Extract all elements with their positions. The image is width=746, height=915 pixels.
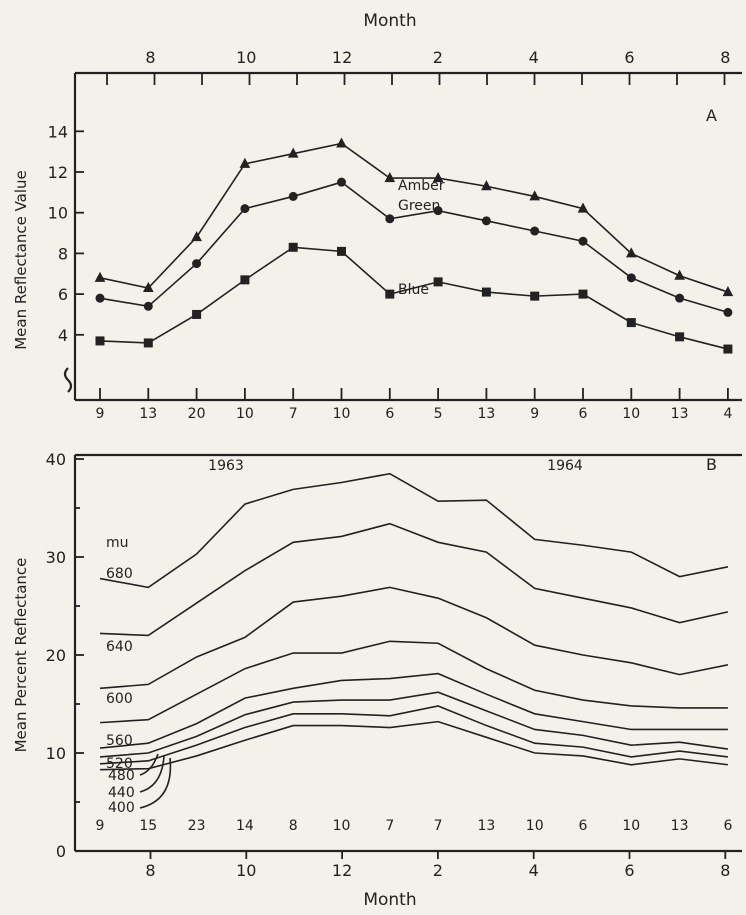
panel-a-point-blue [193,310,201,318]
panel-b-day-label: 8 [289,818,298,834]
panel-a-day-label: 4 [723,406,732,422]
panel-a-point-blue [338,247,346,255]
panel-a-point-blue [96,337,104,345]
panel-b-y-axis-title: Mean Percent Reflectance [12,558,30,753]
panel-a-y-tick-label: 10 [48,204,68,223]
panel-b-month-tick-label: 2 [433,861,443,880]
panel-b-y-tick-label: 0 [56,842,66,861]
panel-b-month-tick-label: 4 [529,861,539,880]
panel-a-day-label: 9 [530,406,539,422]
panel-b-label: B [706,455,717,474]
panel-a-point-green [676,294,684,302]
panel-a-series-label-blue: Blue [398,282,429,298]
panel-b-day-label: 10 [622,818,640,834]
panel-a-day-label: 13 [139,406,157,422]
panel-a-point-green [96,294,104,302]
panel-a-y-tick-label: 14 [48,122,68,141]
panel-b-y-tick-label: 30 [46,548,66,567]
panel-a-day-label: 20 [188,406,206,422]
panel-b-y-tick-label: 10 [46,744,66,763]
panel-a-day-label: 7 [289,406,298,422]
panel-b-y-tick-label: 40 [46,450,66,469]
panel-b-year-label: 1964 [547,458,583,474]
panel-a-point-green [338,178,346,186]
panel-a-point-blue [386,290,394,298]
panel-a-point-green [289,192,297,200]
panel-b-day-label: 10 [526,818,544,834]
panel-a-point-blue [676,333,684,341]
panel-a-month-tick-label: 2 [433,48,443,67]
panel-a-y-tick-label: 12 [48,163,68,182]
panel-b-series-label-400: 400 [108,800,135,816]
panel-a-y-tick-label: 8 [58,244,68,263]
panel-a-y-axis-title: Mean Reflectance Value [12,170,30,350]
panel-b-month-tick-label: 8 [720,861,730,880]
panel-a-point-blue [482,288,490,296]
panel-a-top-axis-title: Month [363,11,416,31]
panel-a-month-tick-label: 6 [624,48,634,67]
panel-b-year-label: 1963 [208,458,244,474]
panel-a-day-label: 10 [236,406,254,422]
panel-a-point-green [579,237,587,245]
panel-b-month-tick-label: 10 [236,861,256,880]
panel-a-month-tick-label: 8 [145,48,155,67]
panel-a-day-label: 10 [622,406,640,422]
panel-b-month-tick-label: 12 [332,861,352,880]
panel-b-day-label: 7 [434,818,443,834]
panel-b-series-label-640: 640 [106,639,133,655]
panel-b-day-label: 7 [385,818,394,834]
panel-a-month-tick-label: 8 [720,48,730,67]
panel-b-day-label: 14 [236,818,254,834]
panel-a-series-label-amber: Amber [398,178,445,194]
panel-b-month-tick-label: 8 [145,861,155,880]
panel-b-day-label: 6 [723,818,732,834]
panel-b-day-label: 15 [139,818,157,834]
panel-b-y-tick-label: 20 [46,646,66,665]
panel-a-point-blue [531,292,539,300]
panel-a-day-label: 5 [434,406,443,422]
panel-b-day-label: 10 [333,818,351,834]
panel-a-point-green [531,227,539,235]
panel-b-month-tick-label: 6 [624,861,634,880]
panel-a-point-green [241,205,249,213]
panel-a-point-green [627,274,635,282]
panel-a-y-tick-label: 4 [58,326,68,345]
panel-a-point-green [386,215,394,223]
panel-a-y-tick-label: 6 [58,285,68,304]
panel-a-series-label-green: Green [398,198,440,214]
panel-a-point-blue [241,276,249,284]
panel-b-day-label: 13 [477,818,495,834]
panel-b-day-label: 6 [579,818,588,834]
panel-a-point-green [193,260,201,268]
panel-a-day-label: 9 [96,406,105,422]
panel-a-point-green [144,302,152,310]
panel-a-label: A [706,106,717,125]
panel-a-point-blue [144,339,152,347]
panel-a-point-green [724,308,732,316]
panel-a-month-tick-label: 10 [236,48,256,67]
panel-b-unit-label: mu [106,535,129,551]
panel-b-series-label-600: 600 [106,691,133,707]
panel-a-point-blue [724,345,732,353]
panel-a-day-label: 6 [579,406,588,422]
panel-b-day-label: 13 [671,818,689,834]
panel-a-point-blue [434,278,442,286]
panel-a-day-label: 6 [385,406,394,422]
panel-a-point-blue [627,319,635,327]
panel-b-series-label-680: 680 [106,566,133,582]
panel-b-series-label-440: 440 [108,785,135,801]
panel-a-day-label: 10 [333,406,351,422]
panel-a-month-tick-label: 12 [332,48,352,67]
panel-b-series-label-480: 480 [108,768,135,784]
panel-a-point-blue [579,290,587,298]
panel-b-day-label: 9 [96,818,105,834]
panel-a-point-blue [289,243,297,251]
panel-a-day-label: 13 [477,406,495,422]
panel-b-day-label: 23 [188,818,206,834]
panel-b-x-axis-title: Month [363,890,416,910]
panel-a-day-label: 13 [671,406,689,422]
panel-a-point-green [482,217,490,225]
panel-a-month-tick-label: 4 [529,48,539,67]
